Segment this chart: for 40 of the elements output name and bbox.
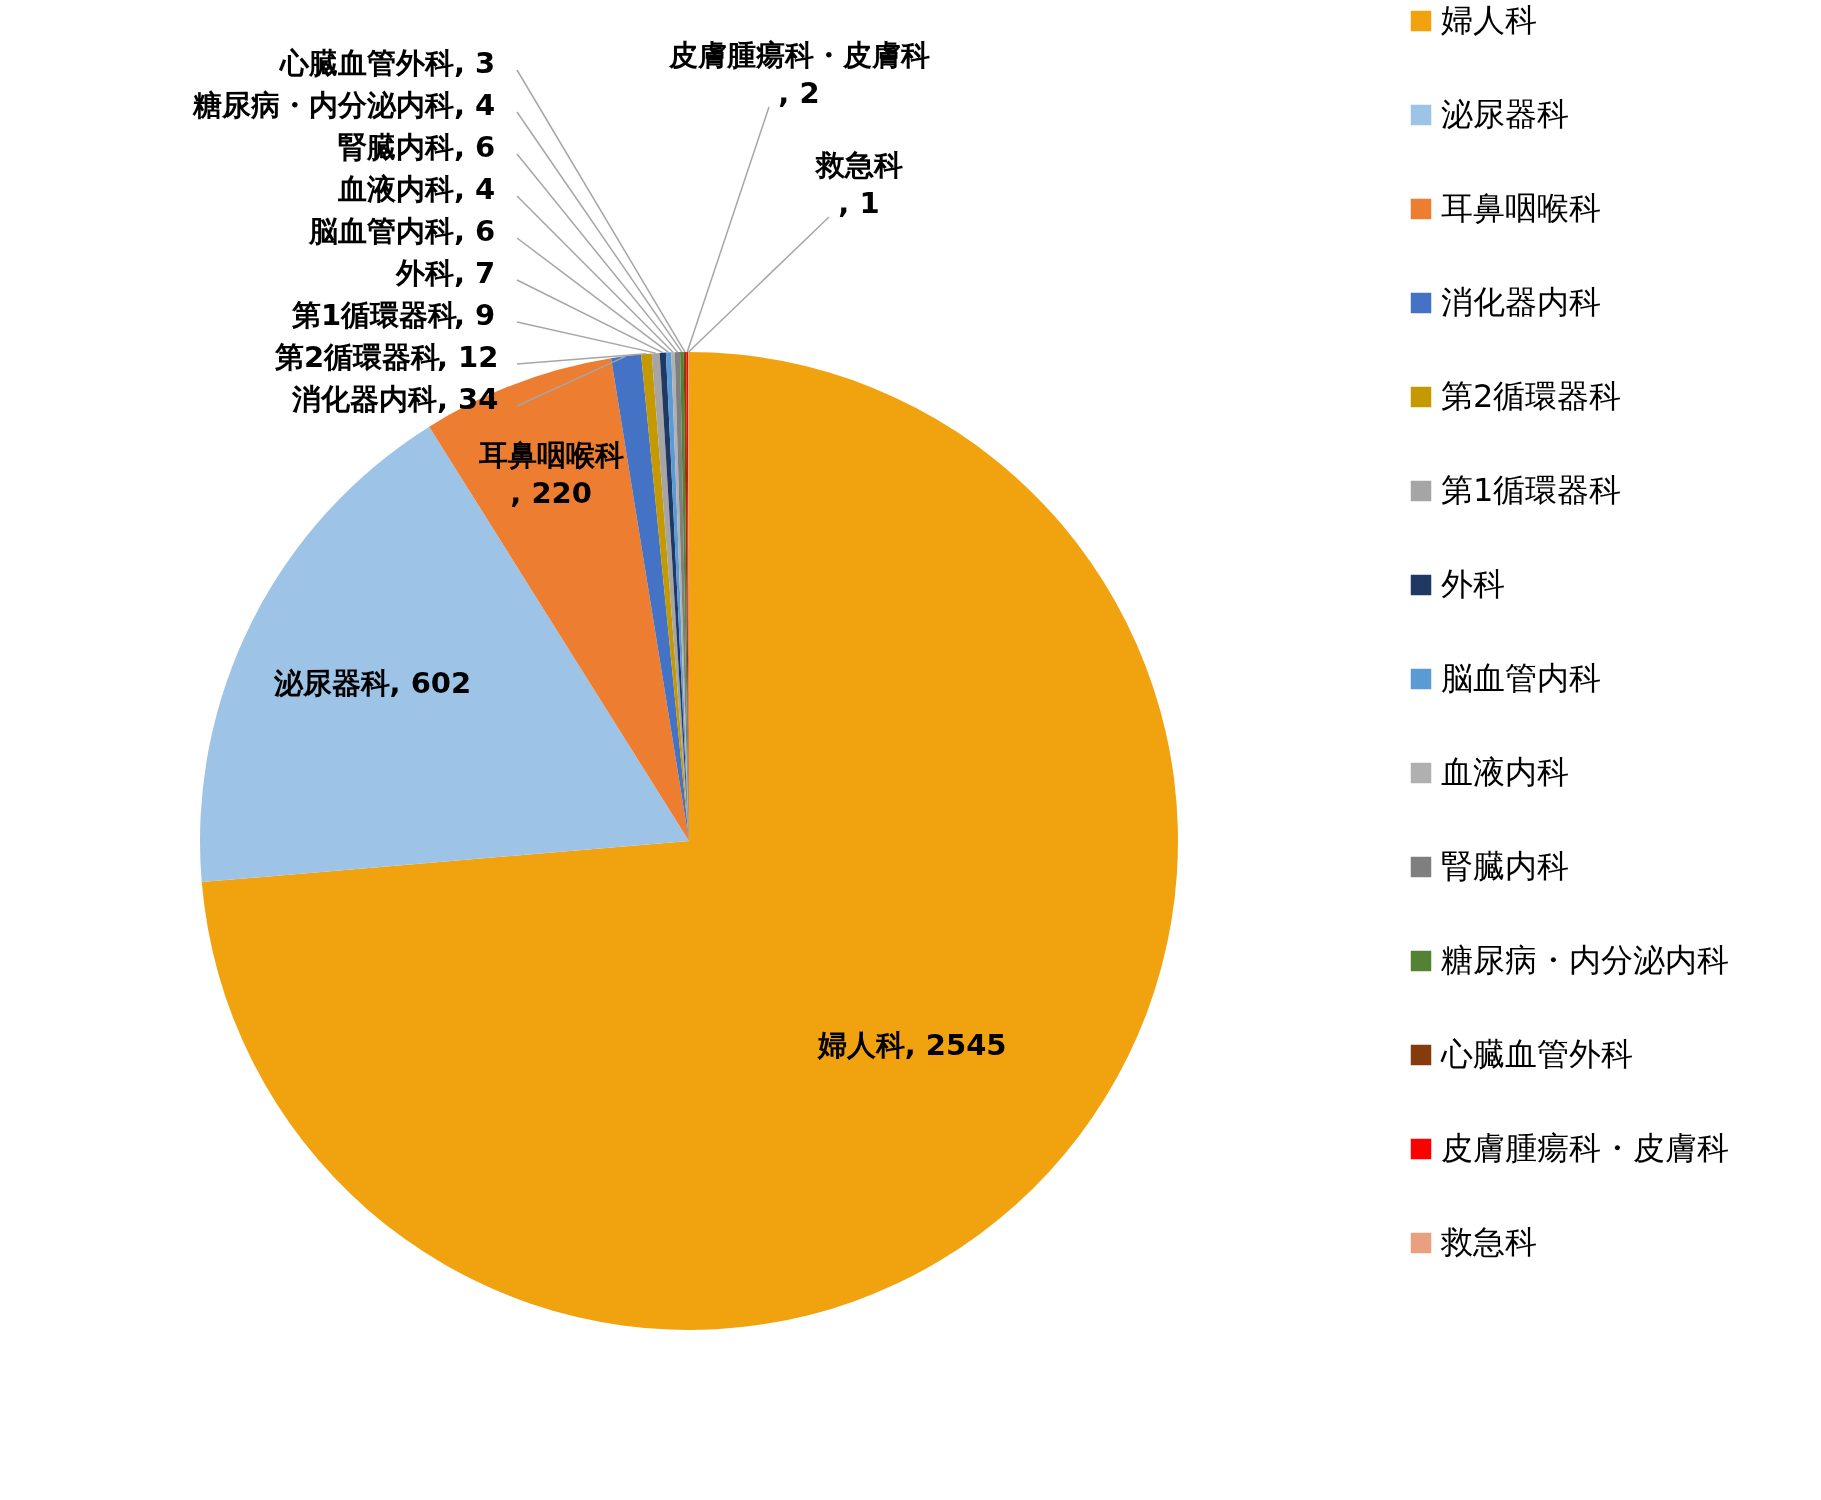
slice-label: 心臓血管外科 (278, 46, 454, 80)
legend-label: 消化器内科 (1441, 283, 1601, 321)
legend-label: 婦人科 (1441, 1, 1537, 39)
pie-slice (200, 426, 689, 883)
slice-label: 皮膚腫瘍科・皮膚科 (667, 38, 930, 72)
slice-label: 第1循環器科 (291, 298, 458, 332)
slice-label: 第2循環器科 (274, 340, 441, 374)
data-label: , 1 (838, 186, 880, 220)
legend-label: 第1循環器科 (1441, 471, 1622, 509)
slice-label: 消化器内科 (291, 382, 437, 416)
legend-label: 第2循環器科 (1441, 377, 1622, 415)
slice-label: 泌尿器科 (272, 665, 390, 700)
legend-label: 腎臓内科 (1441, 847, 1569, 885)
legend-label: 血液内科 (1441, 753, 1569, 791)
legend-label: 泌尿器科 (1441, 95, 1569, 133)
legend-label: 糖尿病・内分泌内科 (1441, 941, 1729, 979)
slice-label: 婦人科 (816, 1028, 905, 1063)
slice-label: 腎臓内科 (338, 130, 454, 164)
data-label: , 2 (778, 76, 820, 110)
data-label: , 6 (454, 130, 496, 164)
slice-label: 脳血管内科 (308, 214, 454, 248)
slice-label: 糖尿病・内分泌内科 (192, 88, 454, 122)
legend-label: 救急科 (1440, 1223, 1537, 1261)
data-label: , 6 (454, 214, 496, 248)
legend-label: 皮膚腫瘍科・皮膚科 (1441, 1129, 1729, 1167)
legend-label: 心臓血管外科 (1440, 1035, 1633, 1073)
data-label: , 220 (510, 475, 592, 510)
data-label: , 602 (389, 665, 472, 700)
legend-label: 耳鼻咽喉科 (1441, 189, 1601, 227)
legend-label: 外科 (1441, 565, 1505, 603)
slice-label: 耳鼻咽喉科 (477, 437, 624, 472)
data-label: , 3 (454, 46, 496, 80)
data-label: , 7 (454, 256, 496, 290)
slice-label: 救急科 (813, 148, 903, 182)
data-label: , 2545 (904, 1028, 1007, 1063)
slice-label: 血液内科 (337, 172, 454, 206)
data-label: , 4 (454, 88, 496, 122)
legend-label: 脳血管内科 (1441, 659, 1601, 697)
data-label: , 4 (454, 172, 496, 206)
slice-label: 外科 (395, 256, 454, 290)
